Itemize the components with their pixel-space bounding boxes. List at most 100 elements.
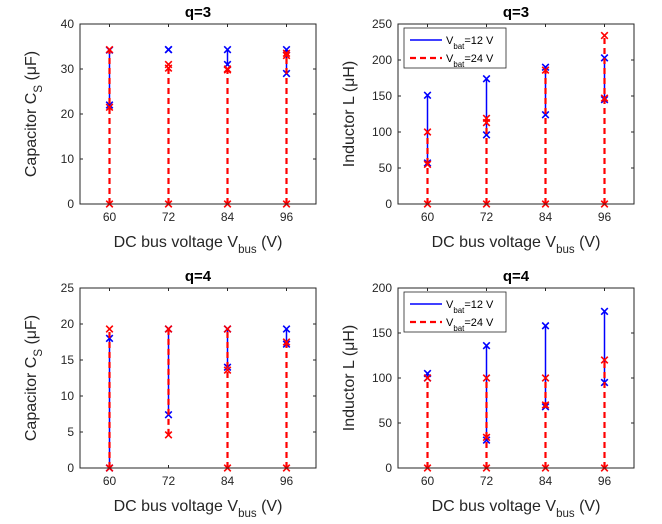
point-marker [423,160,432,169]
x-axis-label: DC bus voltage Vbus (V) [432,498,601,520]
y-tick-label: 40 [61,17,75,31]
point-marker [482,74,491,83]
legend-label: Vbat=12 V [446,299,494,315]
point-marker [282,325,291,333]
y-tick-label: 0 [385,197,392,211]
point-marker [164,45,173,54]
point-marker [164,431,173,439]
point-marker [541,321,550,330]
point-marker [600,307,609,316]
x-axis-label: DC bus voltage Vbus (V) [114,234,283,256]
point-marker [600,94,609,103]
point-marker [482,341,491,350]
x-tick-label: 60 [421,474,435,488]
x-tick-label: 96 [280,474,294,488]
point-marker [541,66,550,74]
chart-panel-2: 0 50 100 150 200 250 60 72 84 96 q=3 DC bus voltage… [341,4,635,256]
x-tick-label: 96 [280,210,294,224]
point-marker [164,325,173,333]
x-tick-label: 60 [103,474,117,488]
chart-title: q=3 [185,4,211,21]
plot-area [80,24,316,204]
x-tick-label: 84 [539,210,553,224]
point-marker [423,91,432,100]
series-24v [423,356,609,472]
series-24v [105,325,291,472]
point-marker [541,110,550,119]
point-marker [105,45,114,54]
point-marker [482,374,491,382]
chart-title: q=3 [503,4,529,21]
y-tick-label: 10 [61,152,75,166]
chart-panel-3: 0 5 10 15 20 25 60 72 84 96 q=4 DC bus voltage Vbus… [23,268,317,520]
point-marker [482,118,491,127]
point-marker [105,103,114,112]
y-tick-label: 50 [379,161,393,175]
legend-label: Vbat=24 V [446,317,494,333]
y-tick-label: 0 [385,461,392,475]
chart-panel-4: 0 50 100 150 200 60 72 84 96 q=4 DC bus voltage Vb… [341,268,635,520]
chart-title: q=4 [503,268,530,285]
x-tick-label: 72 [480,474,494,488]
point-marker [482,131,491,139]
point-marker [105,101,114,109]
point-marker [105,334,114,343]
point-marker [600,53,609,62]
y-tick-label: 30 [61,62,75,76]
legend: Vbat=12 V Vbat=24 V [403,291,507,333]
x-tick-label: 84 [221,210,235,224]
point-marker [223,366,232,374]
point-marker [223,45,232,54]
point-marker [423,128,432,136]
point-marker [482,433,491,442]
y-axis-label: Capacitor CS (μF) [23,51,45,177]
y-axis-label: Capacitor CS (μF) [23,315,45,441]
point-marker [541,401,550,409]
point-marker [600,356,609,364]
y-tick-label: 15 [61,353,75,367]
y-axis-label: Inductor L (μH) [341,61,358,167]
x-tick-label: 60 [103,210,117,224]
y-tick-label: 5 [67,425,74,439]
point-marker [482,436,491,444]
legend: Vbat=12 V Vbat=24 V [403,27,507,69]
point-marker [282,338,291,346]
x-tick-label: 72 [162,210,176,224]
point-marker [282,49,291,58]
x-tick-label: 84 [221,474,235,488]
y-tick-label: 20 [61,317,75,331]
legend-label: Vbat=12 V [446,35,494,51]
legend-box [403,291,507,333]
series-24v [423,31,609,208]
x-tick-label: 96 [598,474,612,488]
y-tick-label: 50 [379,416,393,430]
x-axis-label: DC bus voltage Vbus (V) [114,498,283,520]
point-marker [541,374,550,382]
point-marker [223,325,232,333]
series-12v [423,307,609,444]
axes-frame [79,23,317,205]
x-tick-label: 96 [598,210,612,224]
axes-frame [397,23,635,205]
y-tick-label: 200 [372,53,392,67]
y-tick-label: 250 [372,17,392,31]
x-tick-label: 84 [539,474,553,488]
legend-box [403,27,507,69]
point-marker [105,325,114,333]
y-tick-label: 0 [67,461,74,475]
point-marker [600,31,609,40]
legend-label: Vbat=24 V [446,53,494,69]
y-tick-label: 25 [61,281,75,295]
y-tick-label: 10 [61,389,75,403]
x-tick-label: 60 [421,210,435,224]
point-marker [164,64,173,72]
y-tick-label: 100 [372,371,392,385]
y-tick-label: 20 [61,107,75,121]
point-marker [282,51,291,60]
chart-panel-1: 0 10 20 30 40 60 72 84 96 q=3 DC bus voltage Vbus … [23,4,317,256]
axes-frame [397,287,635,469]
y-tick-label: 150 [372,89,392,103]
y-tick-label: 100 [372,125,392,139]
